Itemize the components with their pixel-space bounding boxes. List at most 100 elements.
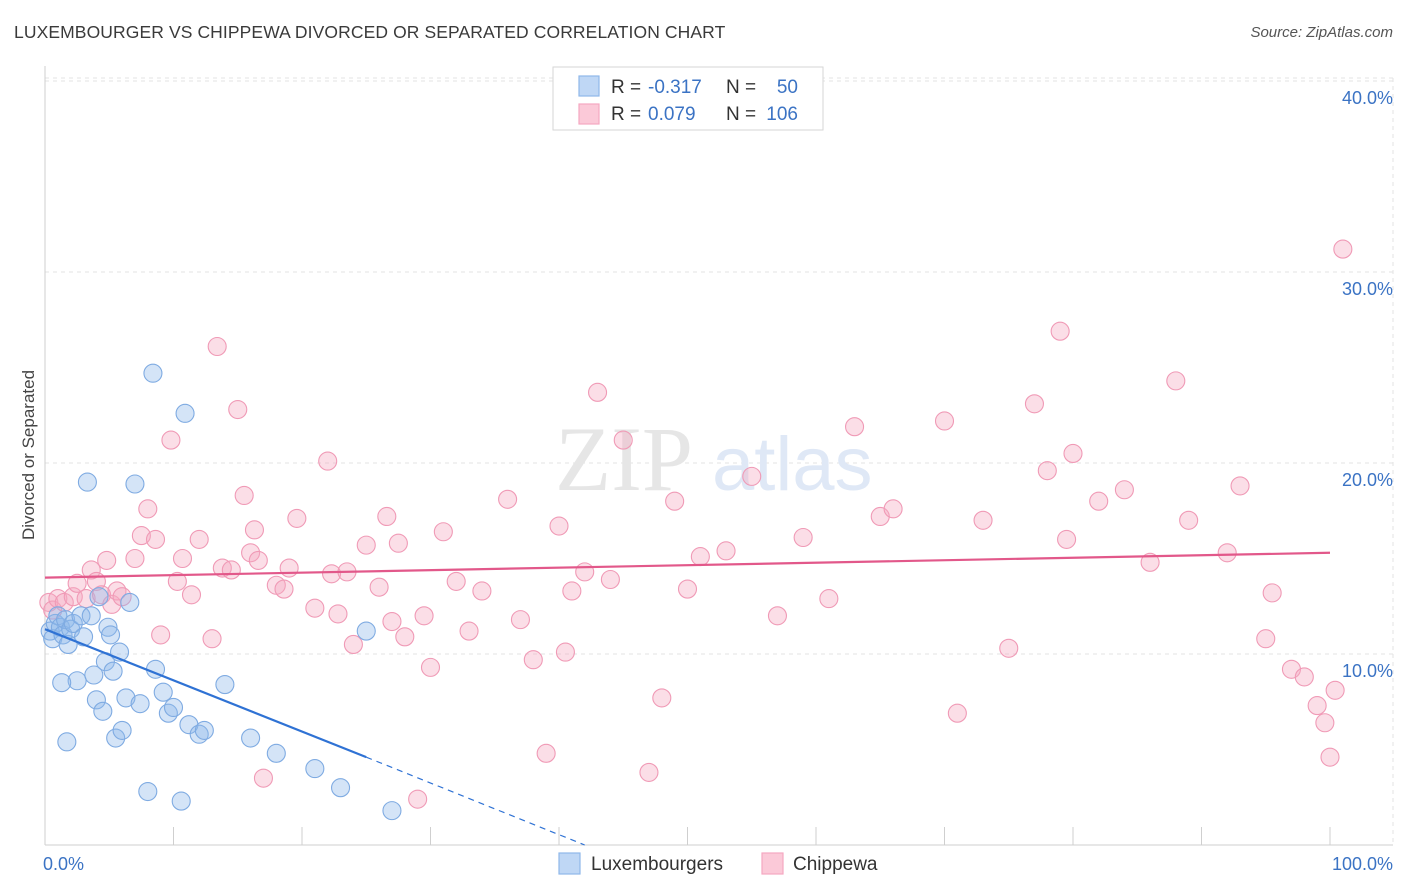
- chart-title: LUXEMBOURGER VS CHIPPEWA DIVORCED OR SEP…: [14, 22, 726, 42]
- point-luxembourgers-27: [120, 592, 140, 612]
- point-chippewa-56: [498, 489, 518, 509]
- bottom-legend-chippewa: Chippewa: [793, 854, 878, 875]
- trend-line-luxembourgers: [44, 628, 367, 759]
- point-chippewa-53: [446, 571, 466, 591]
- point-chippewa-41: [328, 604, 348, 624]
- point-chippewa-103: [1325, 680, 1345, 700]
- point-luxembourgers-14: [81, 606, 101, 626]
- point-chippewa-83: [999, 638, 1019, 658]
- point-chippewa-43: [343, 634, 363, 655]
- point-chippewa-14: [125, 548, 145, 569]
- legend-r-label-1: R =: [611, 77, 641, 98]
- point-chippewa-61: [555, 642, 575, 662]
- point-chippewa-75: [793, 527, 813, 548]
- point-chippewa-16: [138, 499, 158, 519]
- point-luxembourgers-10: [67, 671, 87, 691]
- point-luxembourgers-29: [130, 694, 150, 714]
- legend-n-label-2: N =: [726, 104, 756, 125]
- point-chippewa-70: [677, 579, 698, 599]
- legend-swatch-chippewa: [578, 103, 600, 125]
- point-chippewa-47: [382, 611, 402, 632]
- y-tick-label-40: 40.0%: [1342, 88, 1393, 108]
- point-chippewa-94: [1217, 543, 1237, 563]
- point-chippewa-25: [207, 336, 227, 357]
- point-chippewa-60: [549, 516, 569, 536]
- bottom-legend-swatch-chippewa: [761, 852, 784, 875]
- point-luxembourgers-35: [163, 697, 184, 718]
- point-chippewa-90: [1114, 480, 1134, 500]
- point-chippewa-33: [253, 768, 274, 788]
- point-chippewa-100: [1307, 696, 1327, 716]
- point-chippewa-17: [145, 529, 166, 549]
- point-luxembourgers-31: [143, 363, 163, 383]
- point-chippewa-64: [587, 382, 608, 402]
- point-chippewa-68: [652, 688, 672, 708]
- point-chippewa-89: [1089, 491, 1109, 511]
- bottom-legend-swatch-luxembourgers: [558, 852, 581, 875]
- point-luxembourgers-28: [125, 474, 145, 494]
- point-chippewa-28: [228, 399, 248, 420]
- point-chippewa-85: [1037, 461, 1057, 481]
- legend-r-label-2: R =: [611, 104, 641, 125]
- point-luxembourgers-26: [116, 688, 136, 708]
- x-tick-label-0: 0.0%: [43, 854, 84, 874]
- chart-source: Source: ZipAtlas.com: [1250, 24, 1393, 41]
- point-luxembourgers-47: [382, 801, 402, 821]
- point-chippewa-29: [234, 485, 254, 506]
- point-chippewa-39: [318, 451, 338, 471]
- point-chippewa-37: [287, 508, 307, 528]
- point-luxembourgers-39: [189, 724, 209, 744]
- point-luxembourgers-42: [241, 728, 261, 748]
- watermark-atlas: atlas: [712, 422, 873, 507]
- point-luxembourgers-37: [175, 403, 195, 423]
- point-chippewa-59: [536, 743, 556, 763]
- trend-line-luxembourgers-extension: [366, 756, 585, 846]
- point-chippewa-95: [1230, 476, 1250, 496]
- point-chippewa-52: [433, 522, 453, 542]
- point-luxembourgers-22: [103, 661, 123, 681]
- trend-line-chippewa: [44, 551, 1331, 579]
- point-chippewa-88: [1063, 443, 1083, 464]
- point-luxembourgers-30: [138, 781, 158, 802]
- point-chippewa-46: [377, 506, 397, 527]
- point-chippewa-77: [844, 417, 865, 437]
- point-chippewa-93: [1179, 510, 1199, 530]
- point-chippewa-13: [112, 587, 132, 607]
- point-luxembourgers-17: [89, 587, 109, 607]
- point-chippewa-84: [1024, 394, 1044, 414]
- point-chippewa-24: [202, 629, 222, 649]
- point-chippewa-15: [131, 526, 151, 546]
- point-chippewa-23: [189, 529, 209, 549]
- point-luxembourgers-41: [215, 675, 235, 695]
- legend-n-value-1: 50: [777, 77, 798, 98]
- point-chippewa-71: [690, 547, 710, 567]
- legend-n-label-1: N =: [726, 77, 756, 98]
- point-chippewa-19: [161, 430, 181, 450]
- point-chippewa-99: [1294, 667, 1314, 687]
- point-chippewa-48: [395, 627, 415, 647]
- axes: [44, 66, 1393, 846]
- y-tick-labels: 10.0% 20.0% 30.0% 40.0%: [1342, 88, 1393, 681]
- point-chippewa-50: [414, 606, 434, 626]
- point-luxembourgers-45: [330, 778, 351, 798]
- point-chippewa-40: [322, 564, 342, 584]
- point-luxembourgers-13: [77, 472, 97, 492]
- point-chippewa-31: [244, 520, 265, 540]
- point-chippewa-35: [274, 579, 294, 599]
- point-chippewa-32: [248, 550, 268, 570]
- point-chippewa-86: [1050, 321, 1070, 341]
- point-chippewa-105: [388, 533, 408, 553]
- point-luxembourgers-25: [112, 720, 132, 740]
- point-chippewa-27: [221, 560, 241, 580]
- point-chippewa-62: [562, 581, 582, 601]
- point-luxembourgers-12: [74, 627, 94, 647]
- point-luxembourgers-33: [153, 682, 173, 702]
- point-chippewa-66: [613, 430, 633, 450]
- point-luxembourgers-21: [100, 625, 121, 645]
- point-chippewa-44: [356, 535, 376, 555]
- point-chippewa-73: [742, 466, 762, 486]
- point-chippewa-104: [1333, 239, 1353, 259]
- point-chippewa-58: [523, 650, 543, 670]
- point-luxembourgers-43: [266, 743, 286, 763]
- point-chippewa-67: [639, 762, 659, 782]
